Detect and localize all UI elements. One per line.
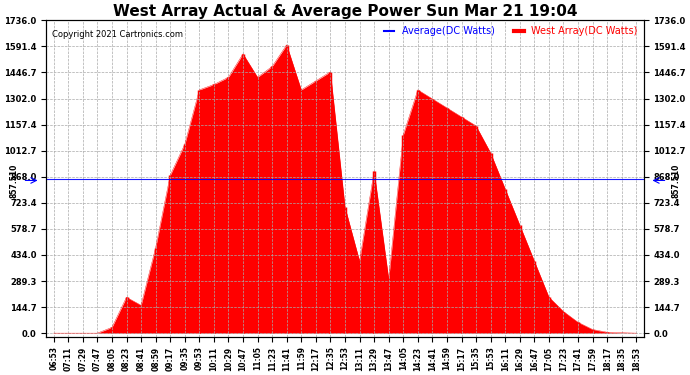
Legend: Average(DC Watts), West Array(DC Watts): Average(DC Watts), West Array(DC Watts) xyxy=(383,25,639,37)
Text: 857.510: 857.510 xyxy=(9,163,18,198)
Text: Copyright 2021 Cartronics.com: Copyright 2021 Cartronics.com xyxy=(52,30,184,39)
Text: 857.510: 857.510 xyxy=(672,163,681,198)
Title: West Array Actual & Average Power Sun Mar 21 19:04: West Array Actual & Average Power Sun Ma… xyxy=(112,4,578,19)
